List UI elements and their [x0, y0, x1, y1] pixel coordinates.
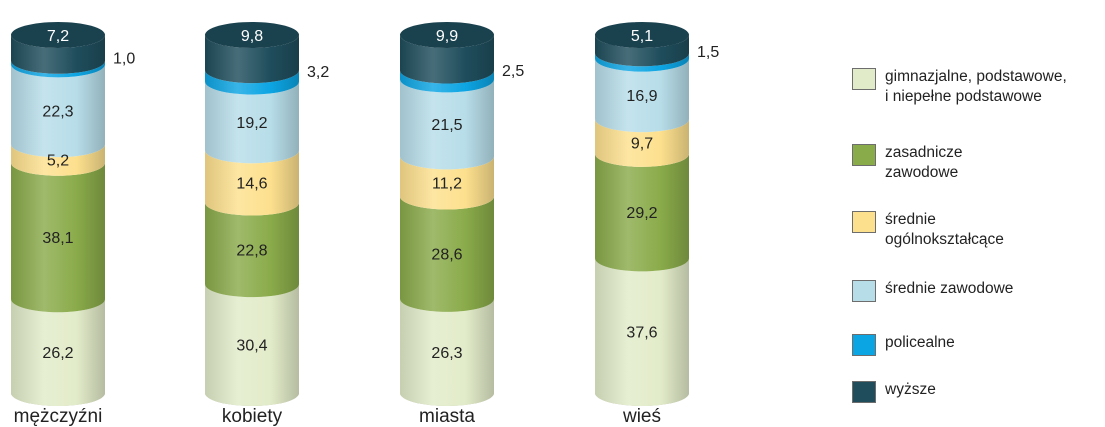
value-label: 9,9 [436, 28, 458, 45]
legend-label: policealne [885, 334, 955, 351]
value-label: 29,2 [626, 205, 657, 222]
segment-0 [11, 299, 105, 406]
legend-swatch [852, 334, 876, 356]
cylinder-top [400, 22, 494, 48]
legend-swatch [852, 381, 876, 403]
value-label: 16,9 [626, 88, 657, 105]
value-label: 3,2 [307, 64, 329, 81]
value-label: 5,2 [47, 152, 69, 169]
cylinder-top [205, 22, 299, 48]
legend-label: wyższe [885, 381, 936, 398]
legend-label: średnie ogólnokształcące [885, 211, 1004, 248]
legend-label: zasadnicze zawodowe [885, 144, 963, 181]
value-label: 21,5 [431, 117, 462, 134]
value-label: 38,1 [42, 230, 73, 247]
legend-item-policealne: policealne [852, 334, 955, 356]
value-label: 22,8 [236, 242, 267, 259]
category-label: miasta [419, 406, 475, 427]
value-label: 26,3 [431, 345, 462, 362]
segment-1 [205, 202, 299, 298]
value-label: 14,6 [236, 175, 267, 192]
segment-5 [11, 35, 105, 74]
segment-1 [595, 153, 689, 272]
value-label: 5,1 [631, 28, 653, 45]
value-label: 19,2 [236, 115, 267, 132]
cylinder-2: 26,3 28,6 11,2 21,5 2,5 9,9 [400, 22, 524, 406]
cylinder-1: 30,4 22,8 14,6 19,2 3,2 9,8 [205, 22, 329, 406]
value-label: 9,7 [631, 135, 653, 152]
segment-2 [205, 150, 299, 216]
value-label: 1,0 [113, 51, 135, 68]
legend-label: gimnazjalne, podstawowe, i niepełne pods… [885, 68, 1067, 105]
segment-0 [205, 284, 299, 406]
legend-item-wyzsze: wyższe [852, 381, 936, 403]
legend-swatch [852, 280, 876, 302]
legend-swatch [852, 144, 876, 166]
legend-swatch [852, 68, 876, 90]
value-label: 28,6 [431, 247, 462, 264]
segment-0 [400, 298, 494, 406]
segment-2 [595, 119, 689, 167]
legend-item-zasadnicze: zasadnicze zawodowe [852, 144, 963, 183]
value-label: 1,5 [697, 44, 719, 61]
segment-5 [205, 35, 299, 84]
segment-2 [11, 144, 105, 176]
value-label: 26,2 [42, 345, 73, 362]
legend-swatch [852, 211, 876, 233]
segment-4 [595, 53, 689, 72]
segment-5 [595, 35, 689, 67]
value-label: 7,2 [47, 28, 69, 45]
segment-4 [205, 70, 299, 95]
value-label: 2,5 [502, 63, 524, 80]
segment-3 [205, 81, 299, 164]
legend-item-srednie-ogolnoksztalcace: średnie ogólnokształcące [852, 211, 1004, 250]
segment-1 [400, 196, 494, 312]
legend-label: średnie zawodowe [885, 280, 1014, 297]
value-label: 22,3 [42, 103, 73, 120]
legend-item-srednie-zawodowe: średnie zawodowe [852, 280, 1013, 302]
legend-item-gimnazjalne: gimnazjalne, podstawowe, i niepełne pods… [852, 68, 1067, 107]
value-label: 30,4 [236, 338, 267, 355]
segment-5 [400, 35, 494, 84]
category-label: kobiety [222, 406, 283, 427]
value-label: 11,2 [432, 175, 462, 192]
cylinder-top [11, 22, 105, 48]
category-label: mężczyźni [14, 406, 103, 427]
segment-3 [595, 58, 689, 133]
value-label: 9,8 [241, 28, 263, 45]
category-label: wieś [622, 406, 661, 427]
value-label: 37,6 [626, 325, 657, 342]
cylinder-0: 26,2 38,1 5,2 22,3 1,0 7,2 [11, 22, 135, 406]
segment-4 [11, 60, 105, 78]
segment-3 [11, 64, 105, 158]
segment-1 [11, 162, 105, 313]
segment-2 [400, 156, 494, 210]
segment-4 [400, 70, 494, 93]
segment-3 [400, 79, 494, 170]
segment-0 [595, 258, 689, 406]
cylinder-top [595, 22, 689, 48]
cylinder-3: 37,6 29,2 9,7 16,9 1,5 5,1 [595, 22, 719, 406]
